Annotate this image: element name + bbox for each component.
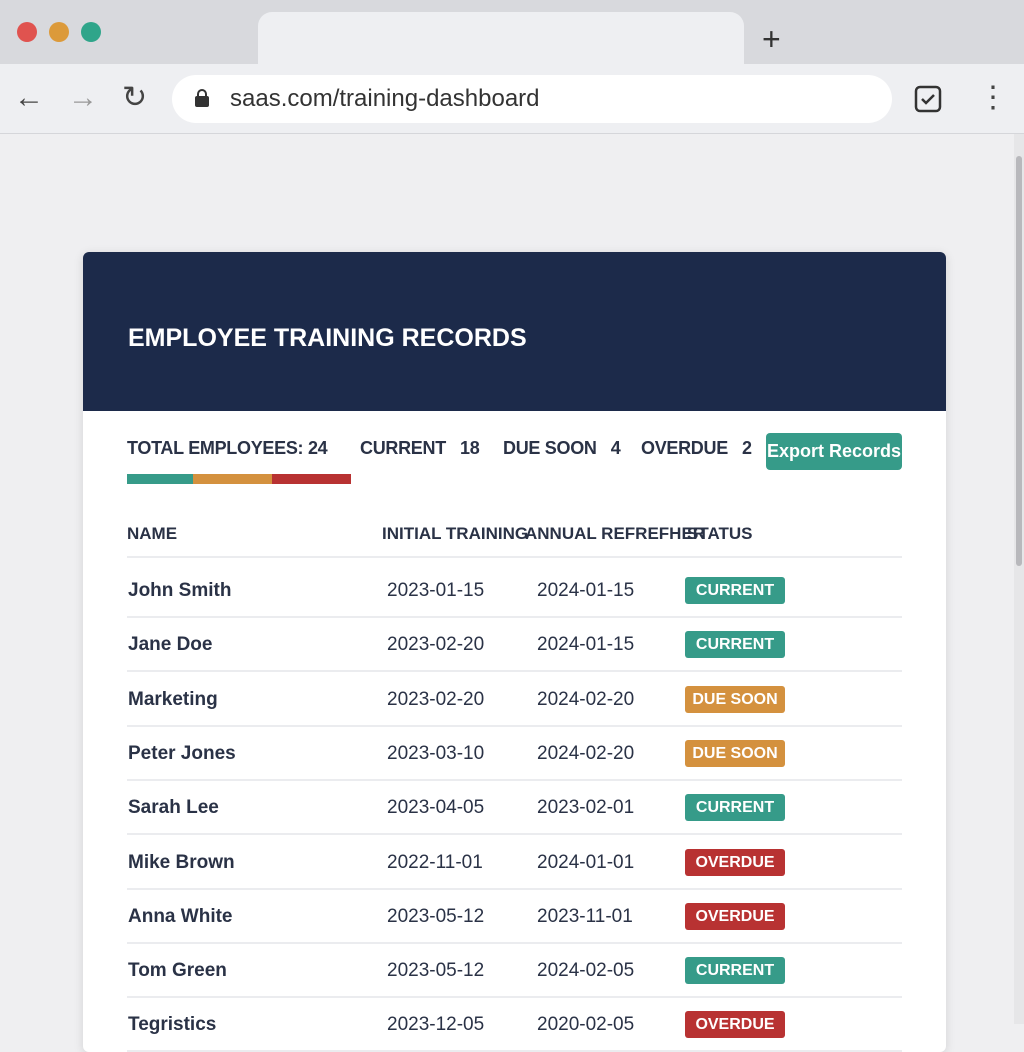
- initial-training-date: 2023-12-05: [387, 1014, 485, 1036]
- table-row[interactable]: Sarah Lee 2023-04-05 2023-02-01 CURRENT: [83, 781, 946, 835]
- employee-name: Peter Jones: [128, 742, 236, 764]
- page-title: EMPLOYEE TRAINING RECORDS: [128, 324, 527, 352]
- scrollbar-thumb[interactable]: [1016, 156, 1022, 566]
- row-divider: [127, 887, 902, 890]
- stat-overdue: OVERDUE 2: [641, 438, 752, 459]
- row-divider: [127, 670, 902, 673]
- url-text: saas.com/training-dashboard: [230, 85, 540, 112]
- column-header-status[interactable]: STATUS: [687, 524, 753, 543]
- table-row[interactable]: Anna White 2023-05-12 2023-11-01 OVERDUE: [83, 890, 946, 944]
- initial-training-date: 2022-11-01: [387, 851, 483, 873]
- row-divider: [127, 778, 902, 781]
- browser-menu-button[interactable]: ⋮: [978, 81, 1008, 114]
- status-badge: CURRENT: [685, 957, 785, 985]
- initial-training-date: 2023-05-12: [387, 960, 485, 982]
- table-row[interactable]: John Smith 2023-01-15 2024-01-15 CURRENT: [83, 564, 946, 618]
- annual-refresher-date: 2020-02-05: [537, 1014, 635, 1036]
- stat-label: OVERDUE: [641, 438, 728, 458]
- close-window-button[interactable]: [17, 22, 37, 42]
- status-badge: DUE SOON: [685, 685, 785, 713]
- lock-icon: [195, 89, 209, 107]
- stat-current: CURRENT 18: [360, 438, 480, 459]
- employee-name: Jane Doe: [128, 634, 213, 656]
- extension-checkbox-icon[interactable]: [914, 85, 942, 113]
- new-tab-button[interactable]: +: [762, 21, 781, 57]
- stat-value: 18: [460, 438, 480, 458]
- status-badge: DUE SOON: [685, 739, 785, 767]
- status-badge: CURRENT: [685, 631, 785, 659]
- table-row[interactable]: Jane Doe 2023-02-20 2024-01-15 CURRENT: [83, 618, 946, 672]
- training-card: EMPLOYEE TRAINING RECORDS TOTAL EMPLOYEE…: [83, 252, 946, 1052]
- employee-name: John Smith: [128, 580, 232, 601]
- initial-training-date: 2023-03-10: [387, 742, 485, 764]
- status-badge: OVERDUE: [685, 1011, 785, 1039]
- annual-refresher-date: 2024-02-20: [537, 742, 635, 764]
- bar-segment-overdue: [272, 474, 351, 484]
- employee-name: Marketing: [128, 688, 218, 710]
- status-badge: CURRENT: [685, 577, 785, 604]
- annual-refresher-date: 2024-02-20: [537, 688, 635, 710]
- stat-label: TOTAL EMPLOYEES:: [127, 438, 304, 458]
- employee-name: Tegristics: [128, 1014, 217, 1036]
- stat-due-soon: DUE SOON 4: [503, 438, 621, 459]
- scrollbar[interactable]: [1014, 134, 1024, 1024]
- forward-button[interactable]: →: [68, 81, 98, 114]
- stat-value: 24: [307, 438, 328, 458]
- annual-refresher-date: 2024-02-05: [537, 960, 635, 982]
- stat-value: 4: [610, 438, 621, 458]
- status-distribution-bar: [127, 474, 351, 484]
- column-header-annual-refresher[interactable]: ANNUAL REFREFHER: [525, 524, 706, 543]
- initial-training-date: 2023-01-15: [387, 580, 485, 601]
- address-bar[interactable]: saas.com/training-dashboard: [172, 75, 892, 123]
- employee-name: Mike Brown: [128, 851, 235, 873]
- row-divider: [127, 616, 902, 618]
- table-row[interactable]: Tom Green 2023-05-12 2024-02-05 CURRENT: [83, 944, 946, 998]
- stat-value: 2: [742, 438, 752, 458]
- column-header-initial-training[interactable]: INITIAL TRAINING: [382, 524, 529, 543]
- employee-name: Tom Green: [128, 960, 227, 982]
- row-divider: [127, 724, 902, 727]
- table-row[interactable]: Marketing 2023-02-20 2024-02-20 DUE SOON: [83, 673, 946, 727]
- divider: [127, 556, 902, 558]
- table-row[interactable]: Mike Brown 2022-11-01 2024-01-01 OVERDUE: [83, 836, 946, 890]
- annual-refresher-date: 2024-01-15: [537, 634, 635, 656]
- annual-refresher-date: 2024-01-01: [537, 851, 635, 873]
- status-badge: OVERDUE: [685, 902, 785, 930]
- table-row[interactable]: Peter Jones 2023-03-10 2024-02-20 DUE SO…: [83, 727, 946, 781]
- stat-label: CURRENT: [360, 438, 446, 458]
- minimize-window-button[interactable]: [49, 22, 69, 42]
- employee-name: Sarah Lee: [128, 797, 219, 819]
- column-header-name[interactable]: NAME: [127, 524, 178, 543]
- initial-training-date: 2023-04-05: [387, 797, 485, 819]
- status-badge: CURRENT: [685, 794, 785, 822]
- active-tab[interactable]: [258, 12, 744, 66]
- stat-label: DUE SOON: [503, 438, 597, 458]
- bar-segment-current: [127, 474, 194, 484]
- reload-button[interactable]: ↻: [122, 81, 148, 114]
- bar-segment-due-soon: [193, 474, 273, 484]
- stat-total: TOTAL EMPLOYEES: 24: [127, 438, 328, 459]
- initial-training-date: 2023-05-12: [387, 905, 485, 927]
- annual-refresher-date: 2023-11-01: [537, 905, 633, 927]
- back-button[interactable]: ←: [14, 81, 44, 114]
- employee-name: Anna White: [128, 905, 233, 927]
- card-header: EMPLOYEE TRAINING RECORDS: [83, 252, 946, 411]
- table-row[interactable]: Tegristics 2023-12-05 2020-02-05 OVERDUE: [83, 998, 946, 1052]
- initial-training-date: 2023-02-20: [387, 688, 485, 710]
- export-records-button[interactable]: Export Records: [766, 433, 902, 470]
- maximize-window-button[interactable]: [81, 22, 101, 42]
- row-divider: [127, 941, 902, 944]
- tab-bar: +: [0, 0, 1024, 66]
- annual-refresher-date: 2023-02-01: [537, 797, 635, 819]
- row-divider: [127, 833, 902, 836]
- initial-training-date: 2023-02-20: [387, 634, 485, 656]
- row-divider: [127, 996, 902, 999]
- status-badge: OVERDUE: [685, 848, 785, 876]
- annual-refresher-date: 2024-01-15: [537, 580, 635, 601]
